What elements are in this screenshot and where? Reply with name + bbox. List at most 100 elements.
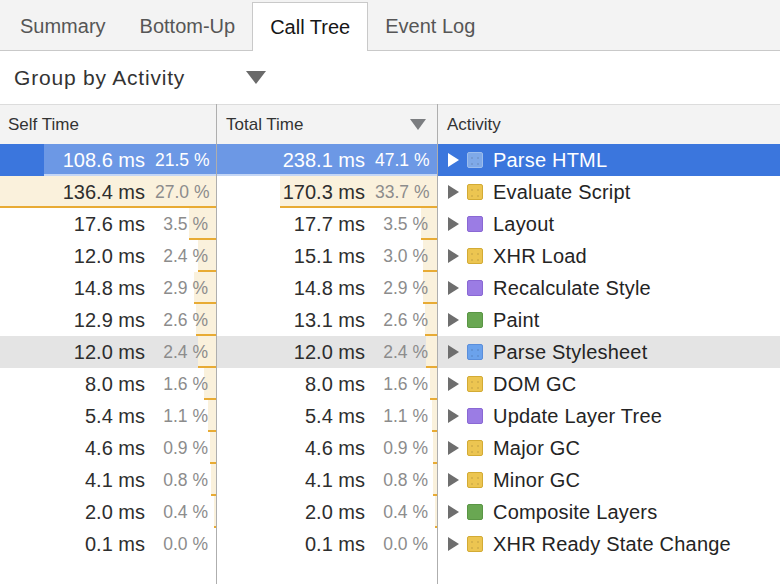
activity-label: Parse Stylesheet bbox=[493, 341, 647, 364]
total-time-value: 2.0 ms bbox=[217, 501, 365, 524]
self-time-percent: 2.4 % bbox=[155, 246, 217, 267]
total-time-cell: 4.1 ms 0.8 % bbox=[217, 464, 437, 496]
category-color-icon bbox=[467, 216, 483, 232]
category-color-icon bbox=[467, 504, 483, 520]
expand-arrow-icon[interactable] bbox=[448, 313, 459, 327]
table-row[interactable]: 136.4 ms 27.0 % 170.3 ms 33.7 % Evaluate… bbox=[0, 176, 780, 208]
self-time-cell: 12.0 ms 2.4 % bbox=[0, 336, 217, 368]
activity-cell: Recalculate Style bbox=[437, 272, 780, 304]
grid-header: Self Time Total Time Activity bbox=[0, 104, 780, 144]
category-color-icon bbox=[467, 440, 483, 456]
group-by-select[interactable]: Group by Activity bbox=[14, 66, 266, 90]
table-row[interactable]: 5.4 ms 1.1 % 5.4 ms 1.1 % Update Layer T… bbox=[0, 400, 780, 432]
total-time-percent: 0.8 % bbox=[375, 470, 437, 491]
activity-cell: Layout bbox=[437, 208, 780, 240]
expand-arrow-icon[interactable] bbox=[448, 281, 459, 295]
self-time-percent: 27.0 % bbox=[155, 182, 217, 203]
self-time-percent: 2.9 % bbox=[155, 278, 217, 299]
total-time-value: 17.7 ms bbox=[217, 213, 365, 236]
activity-label: Parse HTML bbox=[493, 149, 607, 172]
tab-call-tree[interactable]: Call Tree bbox=[252, 2, 368, 51]
total-time-value: 0.1 ms bbox=[217, 533, 365, 556]
self-time-cell: 4.1 ms 0.8 % bbox=[0, 464, 217, 496]
total-time-cell: 0.1 ms 0.0 % bbox=[217, 528, 437, 560]
tab-bar: SummaryBottom-UpCall TreeEvent Log bbox=[0, 0, 780, 51]
total-time-cell: 14.8 ms 2.9 % bbox=[217, 272, 437, 304]
total-time-value: 8.0 ms bbox=[217, 373, 365, 396]
self-time-value: 8.0 ms bbox=[0, 373, 145, 396]
total-time-cell: 17.7 ms 3.5 % bbox=[217, 208, 437, 240]
table-row[interactable]: 12.0 ms 2.4 % 12.0 ms 2.4 % Parse Styles… bbox=[0, 336, 780, 368]
header-total-time[interactable]: Total Time bbox=[217, 105, 437, 144]
expand-arrow-icon[interactable] bbox=[448, 537, 459, 551]
header-activity[interactable]: Activity bbox=[437, 105, 780, 144]
total-time-cell: 170.3 ms 33.7 % bbox=[217, 176, 437, 208]
activity-label: Update Layer Tree bbox=[493, 405, 662, 428]
header-self-time[interactable]: Self Time bbox=[0, 105, 217, 144]
self-time-cell: 0.1 ms 0.0 % bbox=[0, 528, 217, 560]
expand-arrow-icon[interactable] bbox=[448, 409, 459, 423]
toolbar: Group by Activity bbox=[0, 51, 780, 104]
self-time-cell: 17.6 ms 3.5 % bbox=[0, 208, 217, 240]
self-time-value: 108.6 ms bbox=[0, 149, 145, 172]
self-time-value: 4.1 ms bbox=[0, 469, 145, 492]
total-time-percent: 0.4 % bbox=[375, 502, 437, 523]
total-time-cell: 5.4 ms 1.1 % bbox=[217, 400, 437, 432]
total-time-cell: 13.1 ms 2.6 % bbox=[217, 304, 437, 336]
header-self-time-label: Self Time bbox=[8, 115, 79, 135]
activity-label: DOM GC bbox=[493, 373, 576, 396]
tab-event-log[interactable]: Event Log bbox=[368, 2, 492, 50]
expand-arrow-icon[interactable] bbox=[448, 345, 459, 359]
expand-arrow-icon[interactable] bbox=[448, 441, 459, 455]
sort-desc-icon bbox=[410, 119, 426, 130]
self-time-cell: 14.8 ms 2.9 % bbox=[0, 272, 217, 304]
total-time-percent: 3.5 % bbox=[375, 214, 437, 235]
total-time-percent: 47.1 % bbox=[375, 150, 437, 171]
expand-arrow-icon[interactable] bbox=[448, 217, 459, 231]
self-time-percent: 0.4 % bbox=[155, 502, 217, 523]
category-color-icon bbox=[467, 408, 483, 424]
total-time-percent: 2.6 % bbox=[375, 310, 437, 331]
expand-arrow-icon[interactable] bbox=[448, 473, 459, 487]
call-tree-grid: Self Time Total Time Activity 108.6 ms 2… bbox=[0, 104, 780, 584]
expand-arrow-icon[interactable] bbox=[448, 377, 459, 391]
total-time-value: 14.8 ms bbox=[217, 277, 365, 300]
self-time-value: 0.1 ms bbox=[0, 533, 145, 556]
activity-cell: Update Layer Tree bbox=[437, 400, 780, 432]
self-time-cell: 12.9 ms 2.6 % bbox=[0, 304, 217, 336]
tab-bottom-up[interactable]: Bottom-Up bbox=[123, 2, 253, 50]
expand-arrow-icon[interactable] bbox=[448, 249, 459, 263]
table-row[interactable]: 2.0 ms 0.4 % 2.0 ms 0.4 % Composite Laye… bbox=[0, 496, 780, 528]
activity-label: XHR Load bbox=[493, 245, 587, 268]
expand-arrow-icon[interactable] bbox=[448, 153, 459, 167]
self-time-percent: 0.0 % bbox=[155, 534, 217, 555]
activity-label: XHR Ready State Change bbox=[493, 533, 731, 556]
table-row[interactable]: 8.0 ms 1.6 % 8.0 ms 1.6 % DOM GC bbox=[0, 368, 780, 400]
category-color-icon bbox=[467, 344, 483, 360]
table-row[interactable]: 17.6 ms 3.5 % 17.7 ms 3.5 % Layout bbox=[0, 208, 780, 240]
self-time-cell: 2.0 ms 0.4 % bbox=[0, 496, 217, 528]
total-time-percent: 1.6 % bbox=[375, 374, 437, 395]
activity-label: Major GC bbox=[493, 437, 580, 460]
column-divider-1 bbox=[216, 104, 217, 584]
self-time-cell: 136.4 ms 27.0 % bbox=[0, 176, 217, 208]
expand-arrow-icon[interactable] bbox=[448, 185, 459, 199]
self-time-value: 136.4 ms bbox=[0, 181, 145, 204]
table-row[interactable]: 0.1 ms 0.0 % 0.1 ms 0.0 % XHR Ready Stat… bbox=[0, 528, 780, 560]
activity-label: Minor GC bbox=[493, 469, 580, 492]
table-row[interactable]: 4.6 ms 0.9 % 4.6 ms 0.9 % Major GC bbox=[0, 432, 780, 464]
table-row[interactable]: 108.6 ms 21.5 % 238.1 ms 47.1 % Parse HT… bbox=[0, 144, 780, 176]
category-color-icon bbox=[467, 280, 483, 296]
activity-label: Evaluate Script bbox=[493, 181, 631, 204]
self-time-value: 12.0 ms bbox=[0, 341, 145, 364]
tab-summary[interactable]: Summary bbox=[3, 2, 123, 50]
table-row[interactable]: 14.8 ms 2.9 % 14.8 ms 2.9 % Recalculate … bbox=[0, 272, 780, 304]
table-row[interactable]: 4.1 ms 0.8 % 4.1 ms 0.8 % Minor GC bbox=[0, 464, 780, 496]
table-row[interactable]: 12.9 ms 2.6 % 13.1 ms 2.6 % Paint bbox=[0, 304, 780, 336]
expand-arrow-icon[interactable] bbox=[448, 505, 459, 519]
total-time-cell: 15.1 ms 3.0 % bbox=[217, 240, 437, 272]
total-time-cell: 8.0 ms 1.6 % bbox=[217, 368, 437, 400]
self-time-cell: 108.6 ms 21.5 % bbox=[0, 144, 217, 176]
table-row[interactable]: 12.0 ms 2.4 % 15.1 ms 3.0 % XHR Load bbox=[0, 240, 780, 272]
self-time-cell: 4.6 ms 0.9 % bbox=[0, 432, 217, 464]
